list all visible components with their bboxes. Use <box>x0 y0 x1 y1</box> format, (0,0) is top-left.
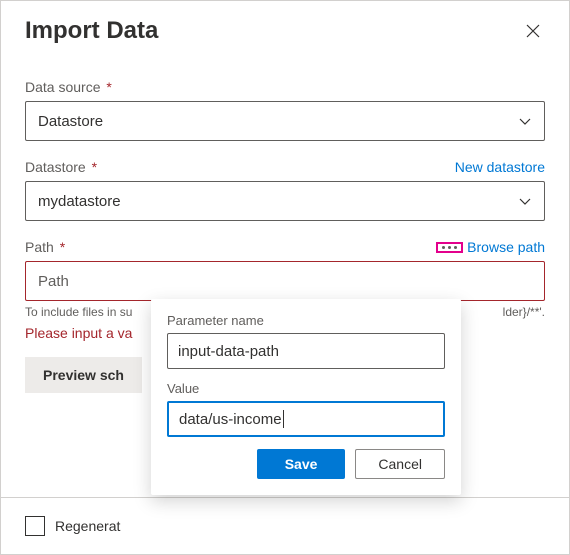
datastore-value: mydatastore <box>38 193 121 210</box>
param-name-group: Parameter name <box>167 313 445 369</box>
dialog-title: Import Data <box>25 17 158 45</box>
param-value-group: Value data/us-income <box>167 381 445 437</box>
regenerate-checkbox[interactable] <box>25 516 45 536</box>
path-more-button[interactable] <box>436 242 463 253</box>
chevron-down-icon <box>518 194 532 208</box>
parameter-popover: Parameter name Value data/us-income Save… <box>151 299 461 495</box>
path-actions: Browse path <box>436 239 545 255</box>
popover-actions: Save Cancel <box>167 449 445 479</box>
param-name-label: Parameter name <box>167 313 445 328</box>
import-data-dialog: Import Data Data source * Datastore Data… <box>0 0 570 555</box>
param-value-input[interactable]: data/us-income <box>167 401 445 437</box>
regenerate-row: Regenerat <box>25 516 545 536</box>
ellipsis-icon <box>442 246 457 249</box>
param-value-label: Value <box>167 381 445 396</box>
path-input[interactable] <box>25 261 545 301</box>
cancel-button[interactable]: Cancel <box>355 449 445 479</box>
close-button[interactable] <box>521 19 545 43</box>
text-caret <box>283 410 284 428</box>
data-source-field: Data source * Datastore <box>25 79 545 141</box>
close-icon <box>526 24 540 38</box>
dialog-footer: Regenerat <box>1 497 569 554</box>
preview-schema-button[interactable]: Preview sch <box>25 357 142 393</box>
datastore-label: Datastore * <box>25 159 97 175</box>
datastore-select[interactable]: mydatastore <box>25 181 545 221</box>
save-button[interactable]: Save <box>257 449 346 479</box>
browse-path-link[interactable]: Browse path <box>467 239 545 255</box>
new-datastore-link[interactable]: New datastore <box>455 159 545 175</box>
path-label: Path * <box>25 239 65 255</box>
data-source-value: Datastore <box>38 113 103 130</box>
datastore-field: Datastore * New datastore mydatastore <box>25 159 545 221</box>
param-name-input[interactable] <box>167 333 445 369</box>
dialog-header: Import Data <box>1 1 569 53</box>
data-source-label: Data source * <box>25 79 112 95</box>
chevron-down-icon <box>518 114 532 128</box>
data-source-select[interactable]: Datastore <box>25 101 545 141</box>
regenerate-label: Regenerat <box>55 518 120 534</box>
